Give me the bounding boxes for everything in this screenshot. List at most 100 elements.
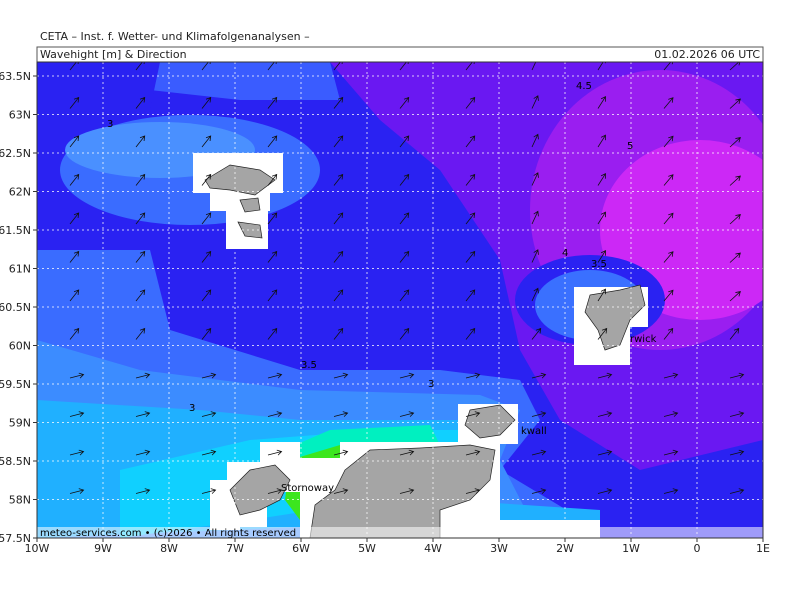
direction-arrow [663, 372, 679, 379]
place-label: rwick [630, 334, 657, 345]
direction-arrow [267, 289, 278, 302]
direction-arrow [201, 411, 217, 417]
direction-arrow [597, 327, 608, 340]
direction-arrow [597, 211, 606, 225]
direction-arrow [597, 488, 613, 494]
direction-arrow [135, 250, 146, 263]
direction-arrow [729, 137, 741, 148]
direction-arrow [465, 488, 481, 494]
direction-arrow [69, 96, 80, 109]
direction-arrow [267, 135, 278, 148]
direction-arrow [399, 327, 410, 340]
direction-arrow [69, 488, 85, 494]
direction-arrow [267, 250, 278, 263]
plot-frame [36, 61, 764, 539]
direction-arrow [333, 212, 344, 225]
contour-label: 4 [562, 248, 568, 259]
direction-arrow [465, 289, 476, 302]
copyright: meteo-services.com • (c)2026 • All right… [40, 528, 296, 539]
lat-label: 63.5N [0, 70, 31, 83]
direction-arrow [531, 62, 539, 71]
direction-arrow [465, 212, 476, 225]
direction-arrow [267, 173, 278, 186]
direction-arrow [399, 212, 410, 225]
lat-label: 62N [9, 186, 31, 199]
direction-arrow [531, 210, 539, 225]
title: Wavehight [m] & Direction [40, 48, 187, 61]
direction-arrow [729, 372, 745, 379]
lon-label: 5W [358, 542, 376, 555]
direction-arrow [333, 135, 344, 148]
direction-arrow [201, 173, 212, 186]
direction-arrow [399, 488, 415, 494]
direction-arrow [729, 488, 745, 494]
lat-label: 61N [9, 263, 31, 276]
lat-label: 57.5N [0, 532, 31, 545]
lon-label: 3W [490, 542, 508, 555]
direction-arrow [69, 411, 85, 417]
lat-label: 58.5N [0, 455, 31, 468]
direction-arrow [267, 488, 283, 494]
direction-arrow [531, 95, 539, 109]
date: 01.02.2026 06 UTC [654, 48, 760, 61]
direction-arrow [69, 372, 85, 379]
direction-arrow [531, 488, 547, 494]
direction-arrow [399, 449, 415, 456]
direction-arrow [531, 411, 547, 417]
direction-arrow [663, 135, 674, 148]
lon-label: 6W [292, 542, 310, 555]
direction-arrow [729, 291, 741, 302]
direction-arrow [267, 327, 278, 340]
direction-arrow [597, 288, 606, 302]
direction-arrow [465, 173, 476, 186]
direction-arrow [135, 372, 151, 379]
direction-arrow [663, 449, 679, 456]
direction-arrow [267, 411, 283, 417]
direction-arrow [531, 172, 539, 186]
direction-arrow [465, 96, 476, 109]
direction-arrow [201, 135, 212, 148]
direction-arrow [597, 173, 606, 186]
direction-arrow [663, 411, 679, 417]
direction-arrow [399, 411, 415, 417]
lon-label: 10W [25, 542, 50, 555]
direction-arrow [333, 173, 344, 186]
direction-arrow [399, 135, 410, 148]
direction-arrow [729, 98, 741, 109]
direction-arrow [333, 327, 344, 340]
direction-arrow [729, 411, 745, 417]
direction-arrow [201, 372, 217, 379]
direction-arrow [135, 411, 151, 417]
lon-label: 7W [226, 542, 244, 555]
direction-arrow [465, 411, 481, 417]
direction-arrow [663, 174, 674, 186]
direction-arrow [597, 372, 613, 379]
direction-arrow [333, 449, 349, 456]
direction-arrow [663, 62, 673, 71]
direction-arrow [597, 449, 613, 456]
direction-arrow [69, 449, 85, 456]
direction-arrow [333, 96, 344, 109]
direction-arrow [69, 173, 80, 186]
contour-label: 4.5 [576, 81, 592, 92]
direction-arrow [267, 96, 278, 109]
direction-arrow [531, 449, 547, 456]
lon-label: 1E [756, 542, 770, 555]
lat-label: 60N [9, 340, 31, 353]
lat-label: 63N [9, 109, 31, 122]
direction-arrow [201, 289, 212, 302]
contour-label: 3.5 [301, 360, 317, 371]
direction-arrow [663, 488, 679, 494]
contour-label: 3 [428, 379, 434, 390]
direction-arrow [333, 250, 344, 263]
direction-arrow [399, 372, 415, 379]
lat-label: 61.5N [0, 224, 31, 237]
direction-arrow [69, 212, 80, 225]
lat-label: 59N [9, 417, 31, 430]
contour-label: 3.5 [591, 259, 607, 270]
direction-arrow [201, 212, 212, 225]
direction-arrow [201, 250, 212, 263]
direction-arrow [729, 252, 741, 263]
direction-arrow [69, 135, 80, 148]
lat-label: 60.5N [0, 301, 31, 314]
